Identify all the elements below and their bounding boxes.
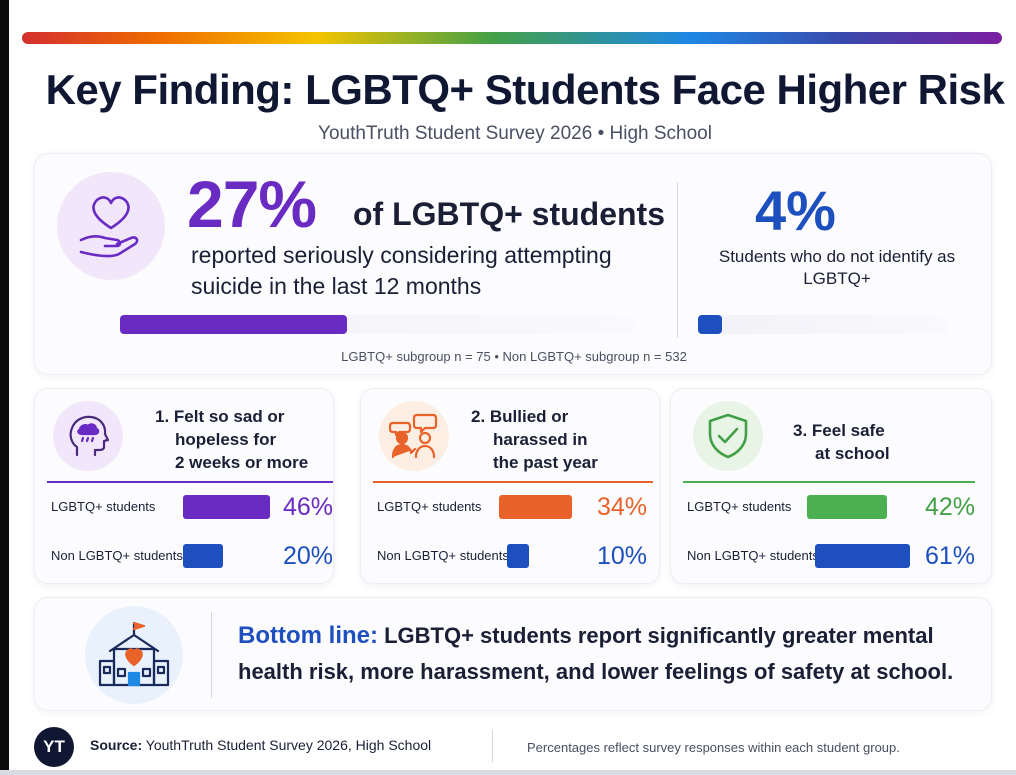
- bottom-line-lead: Bottom line:: [238, 622, 378, 649]
- bottom-edge-strip: [0, 770, 1016, 775]
- panel-title: 1. Felt so sad or hopeless for 2 weeks o…: [155, 405, 308, 474]
- youthtruth-logo: YT: [34, 727, 74, 767]
- bottom-line-body: LGBTQ+ students report significantly gre…: [238, 623, 954, 684]
- hero-divider: [677, 182, 678, 338]
- row-label: LGBTQ+ students: [51, 499, 156, 514]
- row-label: Non LGBTQ+ students: [687, 548, 819, 563]
- panel-title: 3. Feel safe at school: [793, 419, 890, 465]
- panel-title-line: harassed in: [493, 430, 588, 449]
- page-title: Key Finding: LGBTQ+ Students Face Higher…: [45, 66, 1005, 113]
- lgbtq-students-label: of LGBTQ+ students: [353, 196, 665, 232]
- heart-in-hand-icon: [57, 172, 165, 280]
- lgbtq-bar: [183, 495, 270, 519]
- left-edge-strip: [0, 0, 9, 775]
- panel-divider: [683, 481, 975, 483]
- hero-description: reported seriously considering attemptin…: [191, 242, 612, 299]
- panel-bullied: 2. Bullied or harassed in the past year …: [360, 388, 660, 584]
- panel-divider: [47, 481, 333, 483]
- bottom-divider: [211, 612, 212, 698]
- row-label: LGBTQ+ students: [377, 499, 482, 514]
- row-label: Non LGBTQ+ students: [51, 548, 183, 563]
- bottom-line-card: Bottom line: LGBTQ+ students report sign…: [34, 597, 992, 711]
- non-lgbtq-value: 10%: [596, 542, 647, 570]
- row-label: LGBTQ+ students: [687, 499, 792, 514]
- lgbtq-bar: [807, 495, 887, 519]
- panel-divider: [373, 481, 653, 483]
- lgbtq-value: 34%: [596, 493, 647, 521]
- panel-title-line: at school: [815, 444, 890, 463]
- panel-sad-hopeless: 1. Felt so sad or hopeless for 2 weeks o…: [34, 388, 334, 584]
- lgbtq-suicide-pct: 27%: [187, 167, 317, 241]
- non-lgbtq-bar: [183, 544, 223, 568]
- source-label: Source:: [90, 737, 143, 753]
- row-label: Non LGBTQ+ students: [377, 548, 509, 563]
- panel-title: 2. Bullied or harassed in the past year: [471, 405, 598, 474]
- lgbtq-value: 42%: [924, 493, 975, 521]
- panel-title-line: 1. Felt so sad or: [155, 407, 285, 426]
- hero-stat-card: 27% of LGBTQ+ students reported seriousl…: [34, 153, 992, 375]
- panel-title-line: 2. Bullied or: [471, 407, 569, 426]
- panel-title-line: the past year: [493, 453, 598, 472]
- non-lgbtq-value: 20%: [282, 542, 333, 570]
- panel-title-line: hopeless for: [175, 430, 277, 449]
- non-lgbtq-bar: [507, 544, 529, 568]
- lgbtq-bar-track: [120, 315, 635, 334]
- rainbow-banner: [22, 32, 1002, 44]
- non-lgbtq-label: Students who do not identify as LGBTQ+: [718, 247, 956, 288]
- page-subtitle: YouthTruth Student Survey 2026 • High Sc…: [318, 123, 712, 144]
- non-lgbtq-bar-track: [698, 315, 948, 334]
- non-lgbtq-value: 61%: [924, 542, 975, 570]
- panel-title-line: 2 weeks or more: [175, 453, 309, 472]
- non-lgbtq-bar: [815, 544, 910, 568]
- footer-divider: [492, 730, 493, 762]
- sample-size-note: LGBTQ+ subgroup n = 75 • Non LGBTQ+ subg…: [341, 349, 687, 364]
- panel-feel-safe: 3. Feel safe at school LGBTQ+ students 4…: [670, 388, 992, 584]
- lgbtq-bar: [499, 495, 572, 519]
- shield-check-icon: [693, 401, 763, 471]
- source-citation: Source: YouthTruth Student Survey 2026, …: [90, 737, 431, 753]
- non-lgbtq-suicide-pct: 4%: [755, 179, 836, 242]
- lgbtq-bar: [120, 315, 347, 334]
- head-rain-cloud-icon: [53, 401, 123, 471]
- bottom-line-text: Bottom line: LGBTQ+ students report sign…: [238, 618, 968, 690]
- school-heart-icon: [85, 606, 183, 704]
- people-speech-icon: [379, 401, 449, 471]
- non-lgbtq-bar: [698, 315, 722, 334]
- lgbtq-value: 46%: [282, 493, 333, 521]
- source-text: YouthTruth Student Survey 2026, High Sch…: [145, 737, 432, 753]
- panel-title-line: 3. Feel safe: [793, 421, 885, 440]
- footer-note: Percentages reflect survey responses wit…: [527, 740, 900, 755]
